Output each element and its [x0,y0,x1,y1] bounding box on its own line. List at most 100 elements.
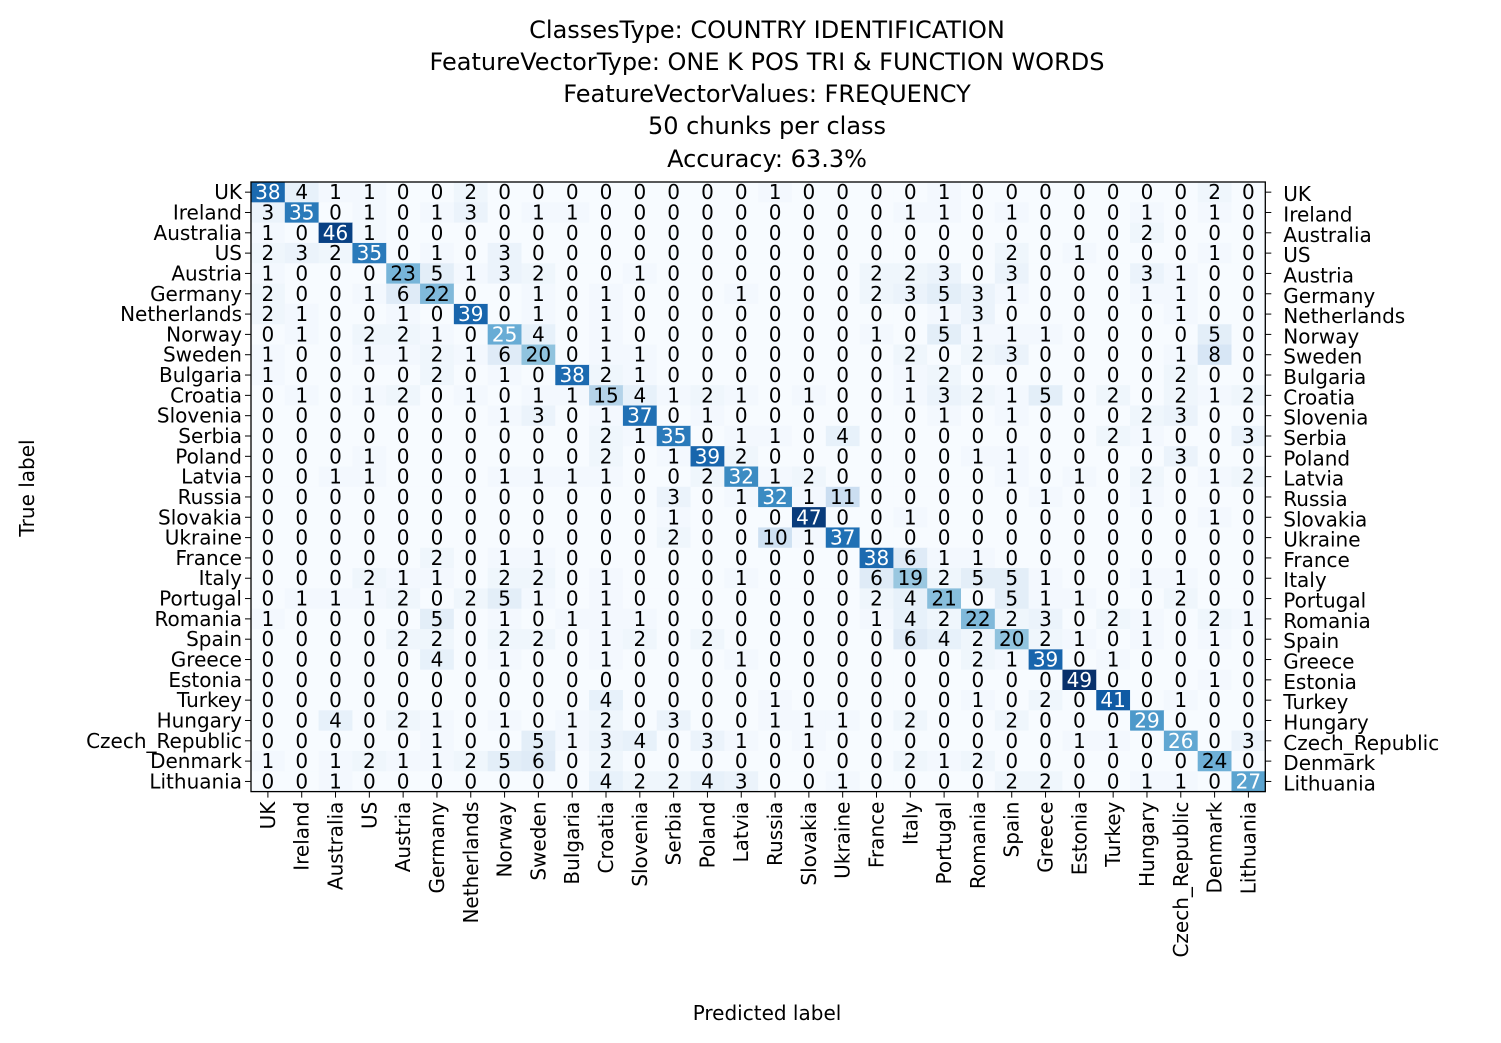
heatmap-cell [825,263,861,285]
heatmap-cell [284,588,320,610]
heatmap-cell [656,303,692,325]
cell-value-label: 1 [938,749,951,773]
cell-value-label: 0 [1242,485,1255,509]
heatmap-cell [893,771,928,793]
heatmap-cell [961,710,996,732]
heatmap-cell [758,608,793,630]
heatmap-cell [1197,750,1233,772]
cell-value-label: 0 [329,607,342,631]
cell-value-label: 0 [295,343,308,367]
cell-value-label: 0 [532,363,545,387]
heatmap-cell [420,324,455,346]
heatmap-cell [791,629,827,650]
cell-value-label: 0 [972,363,985,387]
heatmap-cell [352,507,387,529]
cell-value-label: 0 [295,708,308,732]
heatmap-cell [1231,222,1266,244]
heatmap-cell [656,608,692,630]
cell-value-label: 0 [566,546,579,570]
heatmap-cell [893,547,928,569]
cell-value-label: 0 [1005,302,1018,326]
x-tick-label: Slovenia [628,802,652,887]
cell-value-label: 1 [329,587,342,611]
cell-value-label: 0 [1208,404,1221,428]
heatmap-cell [251,629,286,650]
heatmap-cell [386,649,421,671]
heatmap-cell [284,466,320,488]
cell-value-label: 1 [262,221,275,245]
heatmap-cell [724,425,759,447]
heatmap-cell [386,588,421,610]
y-tick-label-left: Estonia [168,668,242,692]
heatmap-cell [1163,344,1199,366]
heatmap-cell [521,182,556,203]
cell-value-label: 0 [431,526,444,550]
cell-value-label: 6 [498,343,511,367]
heatmap-cell [724,364,759,386]
cell-value-label: 0 [262,444,275,468]
cell-value-label: 0 [1141,505,1154,529]
x-tick-label: Australia [324,802,348,890]
heatmap-cell [791,263,827,285]
heatmap-cell [521,507,556,529]
heatmap-cell [386,730,421,752]
cell-value-label: 0 [1107,668,1120,692]
heatmap-cell [251,568,286,589]
cell-value-label: 0 [1208,444,1221,468]
cell-value-label: 0 [262,587,275,611]
heatmap-cell [318,425,354,447]
heatmap-cell [251,303,286,325]
heatmap-cell [1028,588,1064,610]
heatmap-cell [453,242,489,264]
heatmap-cell [758,405,793,427]
cell-value-label: 3 [667,708,680,732]
heatmap-cell [555,669,590,691]
heatmap-cell [791,690,827,711]
heatmap-cell [453,547,489,569]
heatmap-cell [386,710,421,732]
cell-value-label: 0 [498,668,511,692]
cell-value-label: 0 [1174,607,1187,631]
cell-value-label: 0 [600,546,613,570]
cell-value-label: 0 [769,221,782,245]
heatmap-cell [758,466,793,488]
heatmap-cell [420,527,455,549]
x-tick-label: Austria [391,802,415,873]
heatmap-cell [859,486,894,508]
heatmap-cell [690,263,725,285]
cell-value-label: 0 [735,749,748,773]
heatmap-cell [1130,608,1165,630]
cell-value-label: 2 [1005,607,1018,631]
x-tick-label: Spain [1000,802,1024,858]
heatmap-cell [352,771,387,793]
heatmap-cell [589,507,624,529]
cell-value-label: 0 [1005,526,1018,550]
x-tick-label: Croatia [594,802,618,874]
cell-value-label: 0 [972,526,985,550]
heatmap-cell [386,425,421,447]
heatmap-cell [825,750,861,772]
heatmap-cell [1231,507,1266,529]
heatmap-cell [656,364,692,386]
heatmap-cell-labels: 38 4 1 1 0 0 2 0 0 0 0 0 0 0 0 1 0 0 0 0 1 0 0 0 0 0 0 0 2 03 35 0 1 0 1 3 0… [255,180,1261,793]
cell-value-label: 0 [1174,708,1187,732]
cell-value-label: 0 [397,729,410,753]
heatmap-cell [1163,405,1199,427]
heatmap-cell [994,425,1030,447]
cell-value-label: 1 [735,729,748,753]
cell-value-label: 0 [769,729,782,753]
heatmap-cell [622,364,658,386]
cell-value-label: 0 [464,363,477,387]
cell-value-label: 6 [397,282,410,306]
heatmap-cell [724,202,759,224]
cell-value-label: 0 [633,566,646,590]
heatmap-cell [386,303,421,325]
cell-value-label: 3 [1242,424,1255,448]
cell-value-label: 3 [1242,729,1255,753]
cell-value-label: 2 [431,363,444,387]
cell-value-label: 2 [667,769,680,793]
cell-value-label: 49 [1067,668,1092,692]
cell-value-label: 0 [1141,363,1154,387]
heatmap-cell [386,568,421,589]
